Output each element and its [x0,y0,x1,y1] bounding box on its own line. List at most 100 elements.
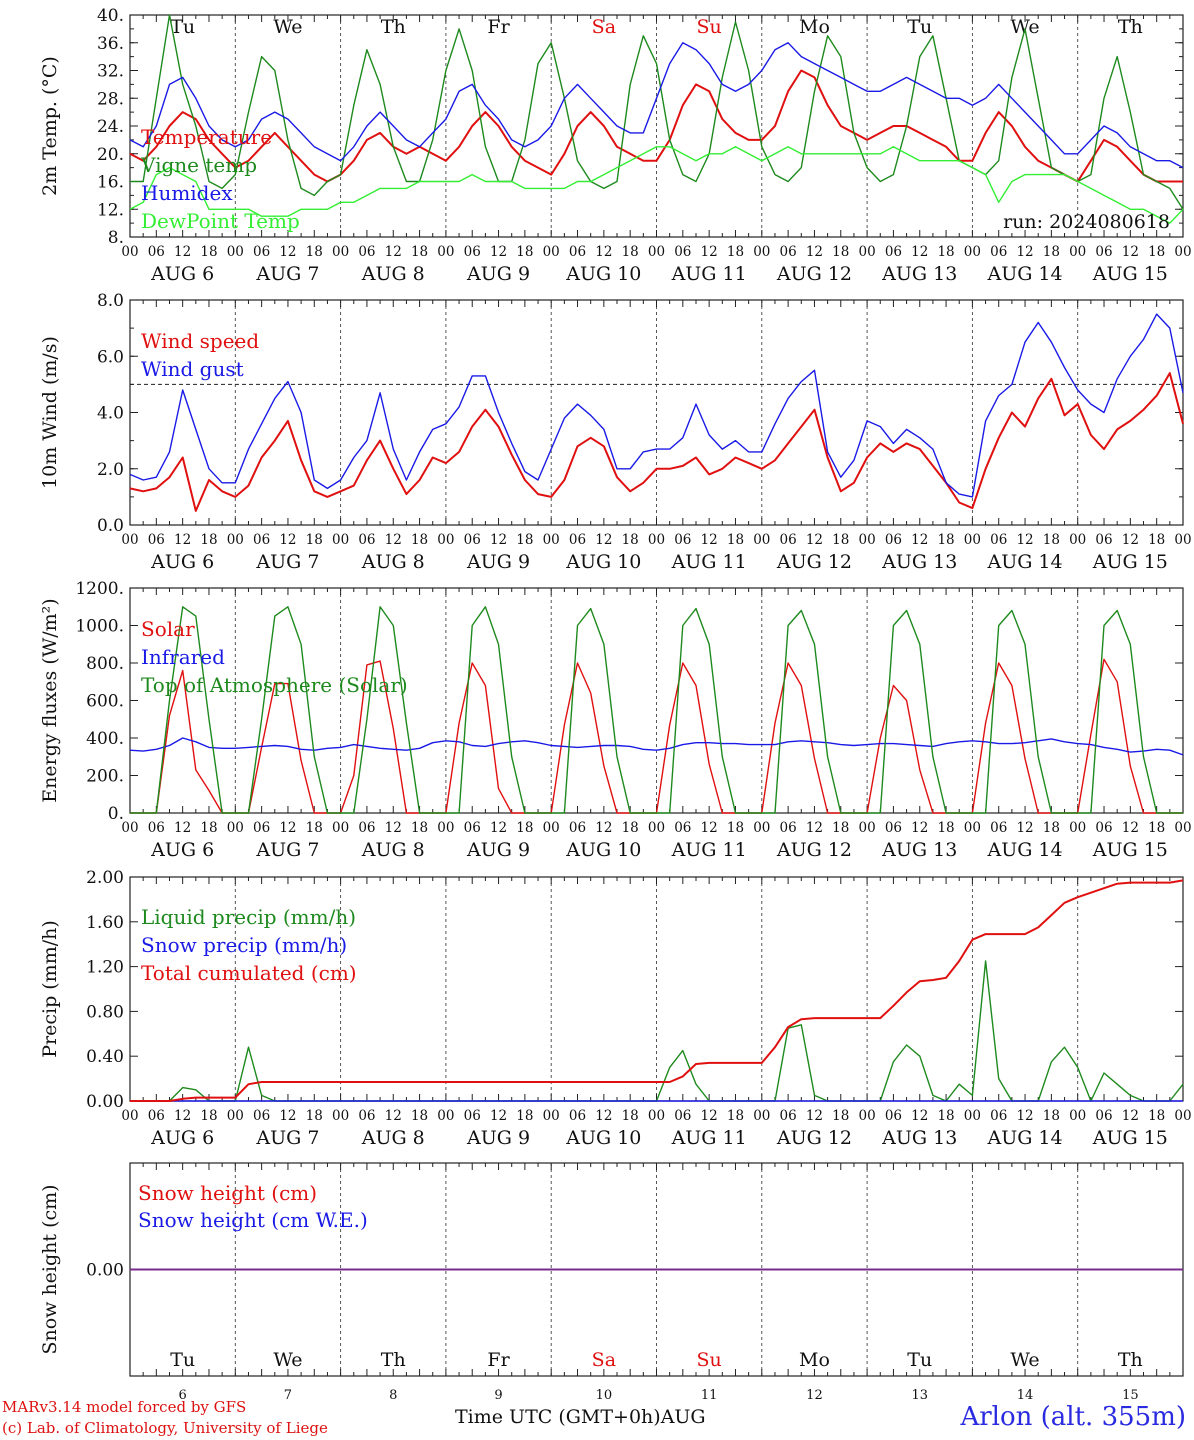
hour-label: 12 [1122,820,1139,836]
legend-entry: Wind speed [141,329,259,353]
hour-label: 18 [306,1108,323,1124]
hour-label: 12 [806,244,823,260]
hour-label: 00 [437,244,454,260]
date-label: AUG 11 [671,839,747,861]
weekday-label: Tu [170,1349,195,1371]
hour-label: 06 [990,244,1007,260]
y-axis-label: Precip (mm/h) [39,920,61,1058]
date-label: AUG 14 [986,263,1062,285]
y-tick-label: 2.0 [97,460,124,480]
hour-label: 06 [464,244,481,260]
y-tick-label: 200. [86,767,124,787]
hour-label: 18 [1148,820,1165,836]
legend-entry: Infrared [141,645,225,669]
hour-label: 18 [727,820,744,836]
hour-label: 00 [437,820,454,836]
panel-1: 8. 12. 16. 20. 24. 28. 32. 36. 40. 2m Temp. (°C) T… [39,6,1192,285]
hour-label: 06 [990,532,1007,548]
hour-label: 12 [174,1108,191,1124]
hour-label: 18 [937,244,954,260]
hour-label: 00 [859,244,876,260]
weekday-label: We [273,1349,302,1371]
hour-label: 12 [806,532,823,548]
legend-entry: Wind gust [141,357,244,381]
date-label: AUG 10 [565,839,641,861]
hour-label: 00 [332,1108,349,1124]
weekday-label: Mo [799,16,830,38]
hour-label: 12 [1016,820,1033,836]
hour-label: 06 [780,244,797,260]
date-label: AUG 8 [361,1127,425,1149]
hour-label: 00 [121,1108,138,1124]
day-number-label: 9 [494,1388,502,1403]
hour-label: 18 [200,820,217,836]
day-number-label: 14 [1017,1388,1034,1403]
legend-entry: Humidex [141,181,233,205]
date-label: AUG 8 [361,551,425,573]
hour-label: 06 [674,244,691,260]
hour-label: 12 [911,244,928,260]
date-label: AUG 14 [986,1127,1062,1149]
hour-label: 06 [148,1108,165,1124]
y-tick-label: 4.0 [97,404,124,424]
date-label: AUG 13 [881,551,957,573]
legend-entry: Snow height (cm W.E.) [138,1208,368,1232]
legend-entry: Total cumulated (cm) [141,961,357,985]
panel-2: 0.0 2.0 4.0 6.0 8.0 10m Wind (m/s) Wind speed W… [39,291,1192,573]
date-label: AUG 13 [881,1127,957,1149]
hour-label: 18 [200,532,217,548]
weekday-label: Th [1118,16,1143,38]
hour-label: 00 [1069,820,1086,836]
hour-label: 00 [1174,532,1191,548]
date-label: AUG 14 [986,839,1062,861]
hour-label: 06 [885,532,902,548]
hour-label: 18 [1043,1108,1060,1124]
panel-3: 0. 200. 400. 600. 800. 1000. 1200. Energy fluxe… [39,579,1192,861]
hour-label: 06 [148,244,165,260]
hour-label: 06 [253,244,270,260]
date-label: AUG 11 [671,1127,747,1149]
hour-label: 06 [148,532,165,548]
series-line-wind-gust [129,313,1184,498]
series-line-humidex [129,42,1184,169]
date-label: AUG 12 [776,551,852,573]
y-tick-label: 36. [97,34,124,54]
hour-label: 00 [332,820,349,836]
date-label: AUG 15 [1092,839,1168,861]
hour-label: 00 [543,1108,560,1124]
hour-label: 06 [885,820,902,836]
series-line-wind-speed [129,372,1184,512]
y-tick-label: 0.00 [86,1092,124,1112]
hour-label: 12 [1122,244,1139,260]
hour-label: 00 [227,1108,244,1124]
hour-label: 06 [569,1108,586,1124]
weekday-label: We [273,16,302,38]
hour-label: 18 [937,532,954,548]
weekday-label: Fr [487,1349,510,1371]
series-line-temperature [129,69,1183,183]
y-tick-label: 8.0 [97,291,124,311]
time-axis-xlabel: Time UTC (GMT+0h) [455,1406,661,1428]
weekday-label: Su [697,1349,722,1371]
legend-entry: Snow height (cm) [138,1181,317,1205]
day-number-label: 15 [1122,1388,1139,1403]
hour-label: 06 [253,1108,270,1124]
weekday-label: Tu [907,16,932,38]
hour-label: 06 [1095,244,1112,260]
hour-label: 12 [806,1108,823,1124]
hour-label: 18 [622,532,639,548]
date-label: AUG 7 [255,263,319,285]
date-label: AUG 7 [255,1127,319,1149]
hour-label: 00 [121,820,138,836]
hour-label: 18 [306,820,323,836]
date-label: AUG 8 [361,263,425,285]
hour-label: 18 [516,820,533,836]
hour-label: 18 [411,532,428,548]
hour-label: 12 [174,244,191,260]
hour-label: 18 [1043,244,1060,260]
legend-entry: Top of Atmosphere (Solar) [141,673,408,697]
hour-label: 06 [464,1108,481,1124]
hour-label: 18 [411,244,428,260]
hour-label: 12 [1122,1108,1139,1124]
hour-label: 00 [1174,820,1191,836]
